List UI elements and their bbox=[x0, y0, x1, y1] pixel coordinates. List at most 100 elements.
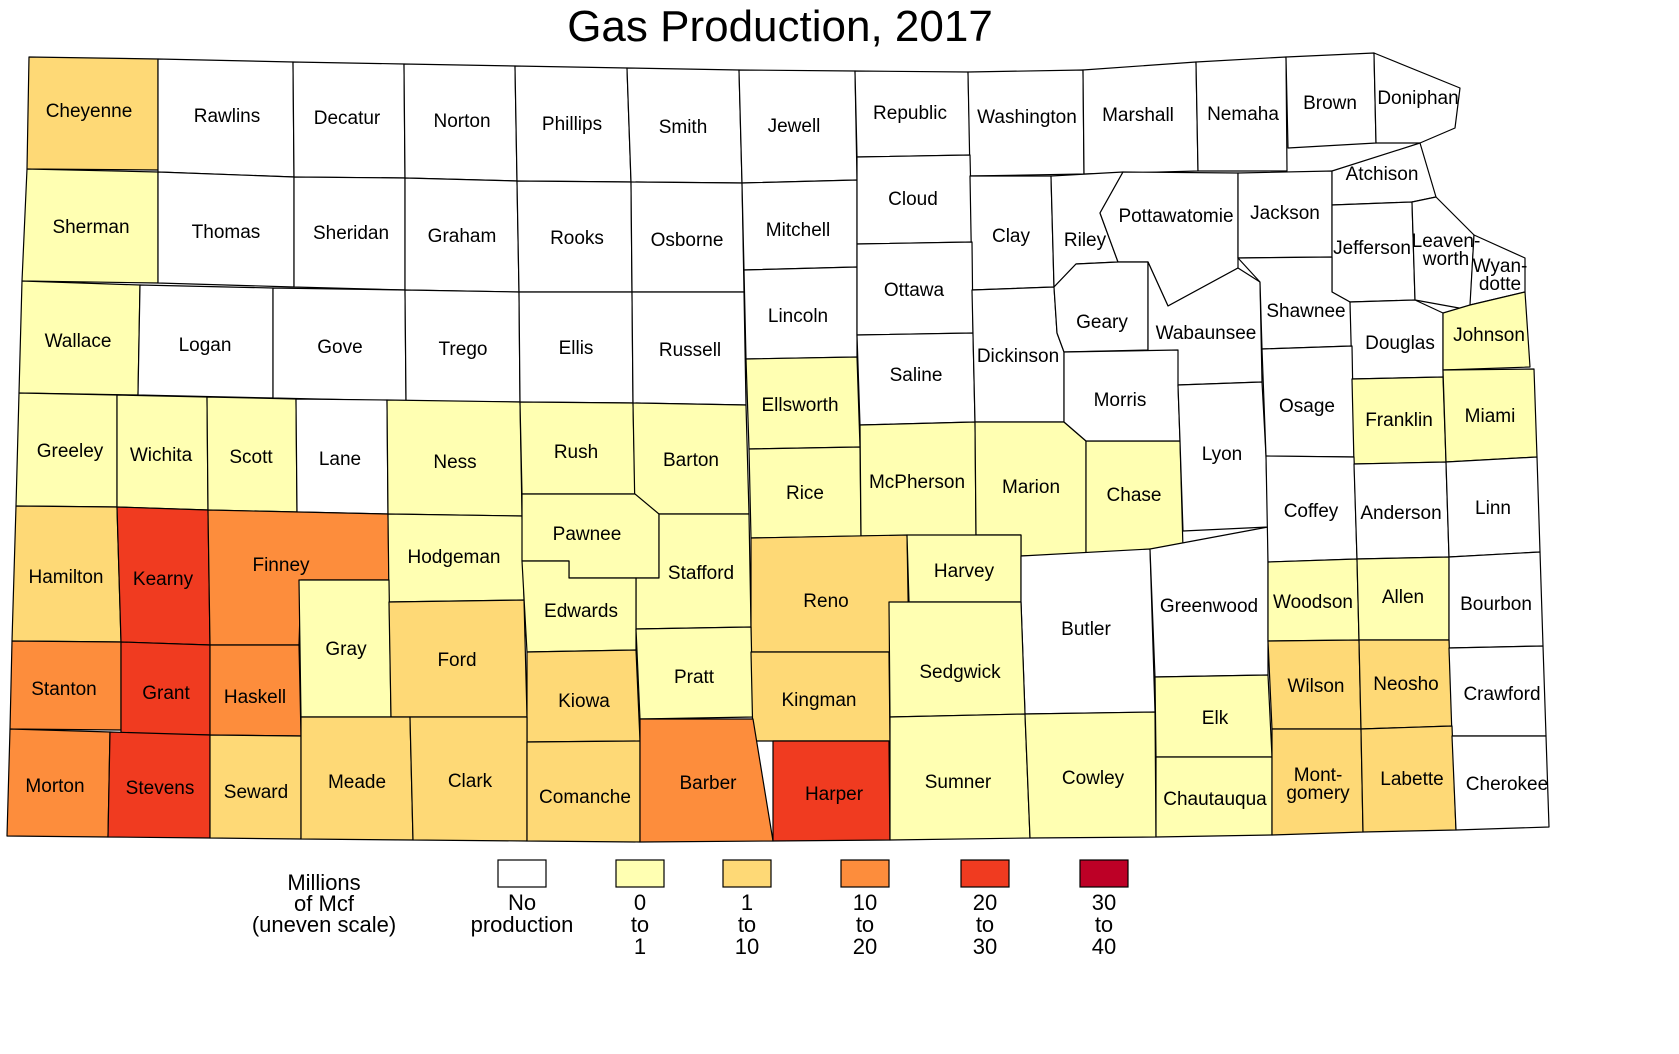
county-label-phillips: Phillips bbox=[542, 114, 602, 135]
county-label-harvey: Harvey bbox=[934, 561, 995, 582]
county-label-rooks: Rooks bbox=[550, 228, 604, 249]
legend-unit-line: (uneven scale) bbox=[252, 912, 396, 937]
county-label-osborne: Osborne bbox=[651, 230, 724, 251]
county-label-morton: Morton bbox=[25, 776, 84, 797]
county-label-russell: Russell bbox=[659, 340, 721, 361]
legend-swatch-0-1 bbox=[615, 859, 665, 888]
county-label-jackson: Jackson bbox=[1250, 203, 1320, 224]
county-doniphan bbox=[1373, 52, 1461, 144]
county-label-greeley: Greeley bbox=[37, 441, 104, 462]
county-label-mont-gomery: Mont-gomery bbox=[1286, 765, 1350, 804]
legend-swatch-30-40 bbox=[1079, 859, 1129, 888]
county-label-comanche: Comanche bbox=[539, 787, 631, 808]
county-label-ford: Ford bbox=[437, 650, 476, 671]
county-label-shawnee: Shawnee bbox=[1266, 301, 1345, 322]
county-cherokee bbox=[1451, 735, 1550, 831]
county-label-scott: Scott bbox=[229, 447, 273, 468]
legend-swatch-1-10 bbox=[722, 859, 772, 888]
county-label-edwards: Edwards bbox=[544, 601, 618, 622]
county-label-jewell: Jewell bbox=[768, 116, 821, 137]
legend-label: No bbox=[508, 890, 536, 915]
county-sedgwick bbox=[888, 601, 1026, 718]
county-label-ellsworth: Ellsworth bbox=[761, 395, 838, 416]
county-label-lincoln: Lincoln bbox=[768, 306, 828, 327]
county-label-kiowa: Kiowa bbox=[558, 691, 610, 712]
county-label-douglas: Douglas bbox=[1365, 333, 1435, 354]
county-johnson bbox=[1442, 291, 1531, 371]
county-label-brown: Brown bbox=[1303, 93, 1357, 114]
county-label-sedgwick: Sedgwick bbox=[919, 662, 1001, 683]
county-label-wabaunsee: Wabaunsee bbox=[1156, 323, 1257, 344]
legend-swatch-none bbox=[497, 859, 547, 888]
county-label-logan: Logan bbox=[179, 335, 232, 356]
legend-label: to bbox=[631, 912, 649, 937]
county-label-mcpherson: McPherson bbox=[869, 472, 965, 493]
county-label-saline: Saline bbox=[890, 365, 943, 386]
county-label-clay: Clay bbox=[992, 226, 1031, 247]
map-title: Gas Production, 2017 bbox=[567, 2, 993, 51]
county-label-stafford: Stafford bbox=[668, 563, 734, 584]
county-label-geary: Geary bbox=[1076, 312, 1128, 333]
county-label-graham: Graham bbox=[428, 226, 497, 247]
county-label-meade: Meade bbox=[328, 772, 386, 793]
county-label-marion: Marion bbox=[1002, 477, 1060, 498]
county-label-gray: Gray bbox=[325, 639, 367, 660]
county-label-seward: Seward bbox=[224, 782, 288, 803]
legend-label: production bbox=[471, 912, 574, 937]
county-label-hamilton: Hamilton bbox=[29, 567, 104, 588]
county-label-reno: Reno bbox=[803, 591, 848, 612]
county-label-miami: Miami bbox=[1465, 406, 1516, 427]
legend-label: to bbox=[738, 912, 756, 937]
county-label-riley: Riley bbox=[1064, 230, 1107, 251]
county-label-anderson: Anderson bbox=[1360, 503, 1441, 524]
county-label-rice: Rice bbox=[786, 483, 824, 504]
county-label-cowley: Cowley bbox=[1062, 768, 1125, 789]
county-label-coffey: Coffey bbox=[1284, 501, 1339, 522]
county-label-lyon: Lyon bbox=[1202, 444, 1243, 465]
legend-label: 1 bbox=[634, 934, 646, 959]
county-label-kearny: Kearny bbox=[133, 569, 194, 590]
county-label-morris: Morris bbox=[1094, 390, 1147, 411]
legend-label: 40 bbox=[1092, 934, 1116, 959]
county-label-wyan-dotte: Wyan-dotte bbox=[1473, 256, 1528, 295]
county-label-franklin: Franklin bbox=[1365, 410, 1433, 431]
legend-swatch-20-30 bbox=[960, 859, 1010, 888]
legend-label: 10 bbox=[853, 890, 877, 915]
county-label-mitchell: Mitchell bbox=[766, 220, 830, 241]
county-label-washington: Washington bbox=[977, 107, 1077, 128]
county-label-neosho: Neosho bbox=[1373, 674, 1439, 695]
county-label-thomas: Thomas bbox=[192, 222, 261, 243]
county-label-haskell: Haskell bbox=[224, 687, 286, 708]
county-label-greenwood: Greenwood bbox=[1160, 596, 1258, 617]
county-label-smith: Smith bbox=[659, 117, 708, 138]
county-label-atchison: Atchison bbox=[1346, 164, 1419, 185]
county-label-ottawa: Ottawa bbox=[884, 280, 945, 301]
county-label-chautauqua: Chautauqua bbox=[1163, 789, 1267, 810]
county-label-gove: Gove bbox=[317, 337, 362, 358]
county-label-barber: Barber bbox=[679, 773, 737, 794]
county-label-dickinson: Dickinson bbox=[977, 346, 1059, 367]
county-label-decatur: Decatur bbox=[314, 108, 381, 129]
legend-label: 20 bbox=[973, 890, 997, 915]
county-label-pottawatomie: Pottawatomie bbox=[1118, 206, 1233, 227]
county-label-doniphan: Doniphan bbox=[1377, 88, 1458, 109]
county-label-wilson: Wilson bbox=[1287, 676, 1344, 697]
county-label-sheridan: Sheridan bbox=[313, 223, 389, 244]
county-label-leaven-worth: Leaven-worth bbox=[1412, 231, 1481, 270]
county-label-lane: Lane bbox=[319, 449, 361, 470]
county-label-republic: Republic bbox=[873, 103, 947, 124]
county-label-grant: Grant bbox=[142, 683, 190, 704]
legend-label: 1 bbox=[741, 890, 753, 915]
county-label-labette: Labette bbox=[1380, 769, 1443, 790]
county-label-wichita: Wichita bbox=[130, 445, 193, 466]
county-label-jefferson: Jefferson bbox=[1333, 238, 1411, 259]
county-label-linn: Linn bbox=[1475, 498, 1511, 519]
county-label-rawlins: Rawlins bbox=[194, 106, 261, 127]
county-label-harper: Harper bbox=[805, 784, 864, 805]
county-label-chase: Chase bbox=[1107, 485, 1162, 506]
county-label-elk: Elk bbox=[1202, 708, 1229, 729]
legend-label: to bbox=[1095, 912, 1113, 937]
county-label-pawnee: Pawnee bbox=[553, 524, 622, 545]
